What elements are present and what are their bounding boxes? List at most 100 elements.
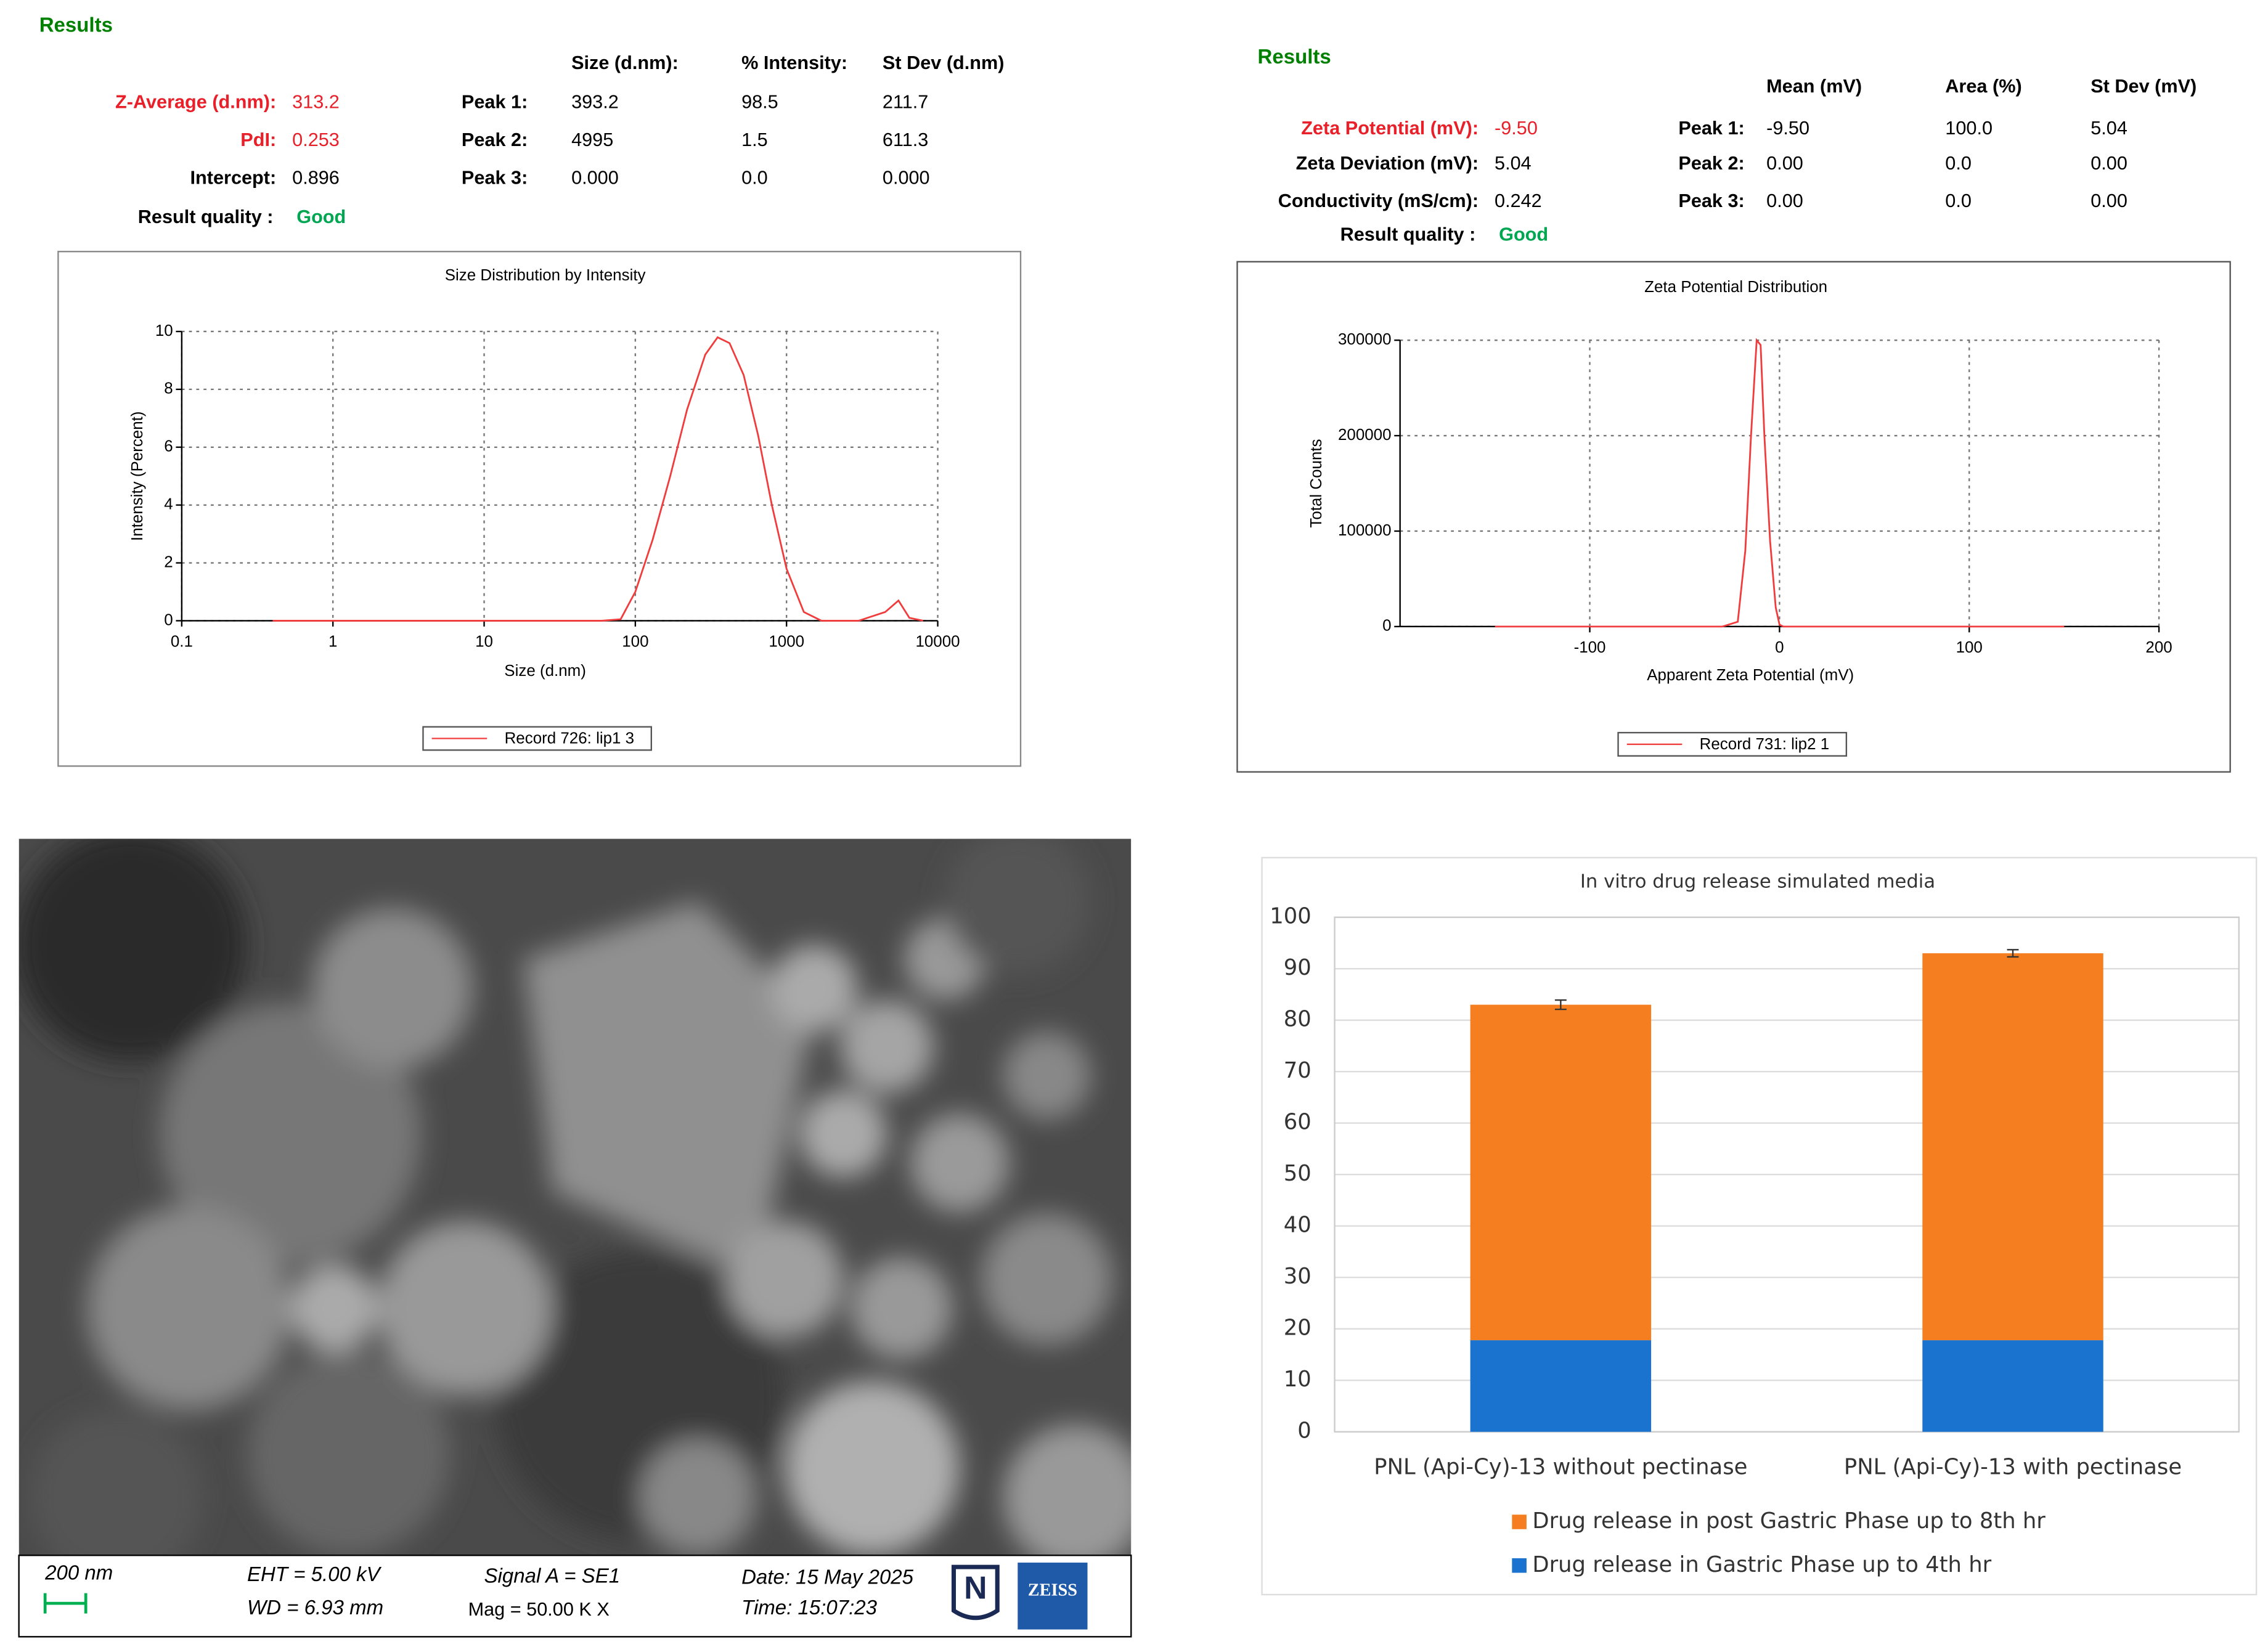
sem-wd: WD = 6.93 mm: [247, 1596, 383, 1619]
x-tick-label: 10000: [915, 633, 960, 651]
legend-swatch: [1512, 1515, 1527, 1529]
quality-label: Result quality :: [138, 206, 274, 227]
quality-value: Good: [1499, 224, 1548, 245]
peak-label: Peak 2:: [462, 129, 528, 150]
scale-bar: [43, 1593, 88, 1614]
peak-header: Mean (mV): [1766, 76, 1862, 97]
x-axis-label: Apparent Zeta Potential (mV): [1647, 667, 1854, 684]
quality-label: Result quality :: [1340, 224, 1476, 245]
peak-value: 1.5: [741, 129, 768, 150]
summary-value: 0.896: [292, 167, 340, 188]
peak-header: St Dev (mV): [2091, 76, 2197, 97]
results-title: Results: [39, 13, 113, 36]
summary-label: Conductivity (mS/cm):: [1278, 190, 1479, 211]
sem-time: Time: 15:07:23: [741, 1596, 878, 1619]
summary-label: Zeta Potential (mV):: [1301, 118, 1479, 139]
y-axis-label: Total Counts: [1308, 439, 1325, 527]
series-line: [272, 336, 924, 622]
y-tick-label: 50: [1284, 1161, 1311, 1186]
peak-header: St Dev (d.nm): [883, 52, 1005, 73]
y-tick-label: 2: [164, 553, 173, 571]
summary-label: PdI:: [240, 129, 276, 150]
logo-zeiss: ZEISS: [1028, 1581, 1077, 1600]
peak-value: 0.000: [883, 167, 930, 188]
legend-swatch: [1512, 1558, 1527, 1573]
legend-label: Record 726: lip1 3: [505, 730, 635, 747]
x-tick-label: 100: [622, 633, 648, 651]
x-tick-label: 0.1: [171, 633, 193, 651]
y-tick-label: 70: [1284, 1058, 1311, 1083]
chart-title: In vitro drug release simulated media: [1580, 871, 1935, 893]
y-tick-label: 100: [1270, 904, 1311, 929]
y-tick-label: 200000: [1338, 426, 1392, 444]
summary-value: -9.50: [1495, 118, 1538, 139]
summary-label: Intercept:: [190, 167, 277, 188]
x-tick-label: 10: [475, 633, 493, 651]
legend-label: Record 731: lip2 1: [1700, 736, 1830, 753]
peak-label: Peak 1:: [462, 92, 528, 113]
peak-value: 0.00: [1766, 153, 1803, 174]
series-line: [1495, 338, 2065, 628]
bar-segment: [1922, 953, 2103, 1341]
summary-label: Zeta Deviation (mV):: [1296, 153, 1479, 174]
peak-value: 0.0: [741, 167, 768, 188]
panel-frame: [57, 251, 1022, 767]
x-tick-label: PNL (Api-Cy)-13 with pectinase: [1844, 1455, 2182, 1480]
sem-date: Date: 15 May 2025: [741, 1566, 914, 1588]
bar-segment: [1470, 1340, 1652, 1432]
peak-value: 0.00: [1766, 190, 1803, 211]
x-tick-label: 1000: [769, 633, 804, 651]
peak-value: 4995: [571, 129, 613, 150]
peak-value: -9.50: [1766, 118, 1809, 139]
x-tick-label: 1: [328, 633, 337, 651]
y-tick-label: 30: [1284, 1264, 1311, 1289]
y-tick-label: 4: [164, 496, 173, 513]
x-tick-label: 200: [2145, 639, 2172, 656]
y-axis-label: Intensity (Percent): [129, 411, 146, 540]
peak-header: Size (d.nm):: [571, 52, 679, 73]
peak-header: % Intensity:: [741, 52, 847, 73]
legend-label: Drug release in post Gastric Phase up to…: [1532, 1508, 2046, 1534]
plot-frame: [1334, 916, 2240, 1433]
sem-eht: EHT = 5.00 kV: [247, 1563, 382, 1585]
sem-scale: 200 nm: [44, 1561, 113, 1584]
logo-box: [1018, 1563, 1088, 1630]
results-title: Results: [1258, 45, 1331, 68]
sem-image: [18, 839, 1132, 1556]
logo-shield: [951, 1564, 1000, 1621]
panel-frame: [1261, 856, 2258, 1596]
peak-header: Area (%): [1945, 76, 2021, 97]
y-tick-label: 0: [164, 611, 173, 628]
peak-value: 0.00: [2091, 153, 2127, 174]
summary-value: 0.242: [1495, 190, 1542, 211]
error-bar: [2007, 949, 2019, 958]
summary-label: Z-Average (d.nm):: [115, 92, 276, 113]
y-tick-label: 6: [164, 438, 173, 455]
peak-value: 100.0: [1945, 118, 1993, 139]
y-tick-label: 20: [1284, 1316, 1311, 1341]
y-tick-label: 40: [1284, 1213, 1311, 1238]
y-tick-label: 60: [1284, 1110, 1311, 1135]
peak-value: 611.3: [883, 129, 928, 150]
y-tick-label: 300000: [1338, 331, 1392, 348]
panel-frame: [1236, 261, 2231, 773]
x-tick-label: 0: [1775, 639, 1784, 656]
summary-value: 5.04: [1495, 153, 1532, 174]
sem-info-bar: [18, 1555, 1132, 1638]
peak-value: 393.2: [571, 92, 619, 113]
legend-label: Drug release in Gastric Phase up to 4th …: [1532, 1552, 1991, 1577]
peak-label: Peak 3:: [1678, 190, 1744, 211]
y-tick-label: 0: [1297, 1418, 1311, 1444]
peak-value: 0.0: [1945, 190, 1972, 211]
sem-signal: Signal A = SE1: [484, 1564, 621, 1587]
y-tick-label: 10: [1284, 1367, 1311, 1392]
bar-segment: [1470, 1004, 1652, 1341]
peak-value: 0.0: [1945, 153, 1972, 174]
chart-title: Zeta Potential Distribution: [1644, 279, 1827, 296]
peak-value: 0.000: [571, 167, 619, 188]
x-tick-label: -100: [1574, 639, 1606, 656]
x-axis-label: Size (d.nm): [504, 662, 586, 680]
summary-value: 0.253: [292, 129, 340, 150]
x-tick-label: 100: [1956, 639, 1983, 656]
